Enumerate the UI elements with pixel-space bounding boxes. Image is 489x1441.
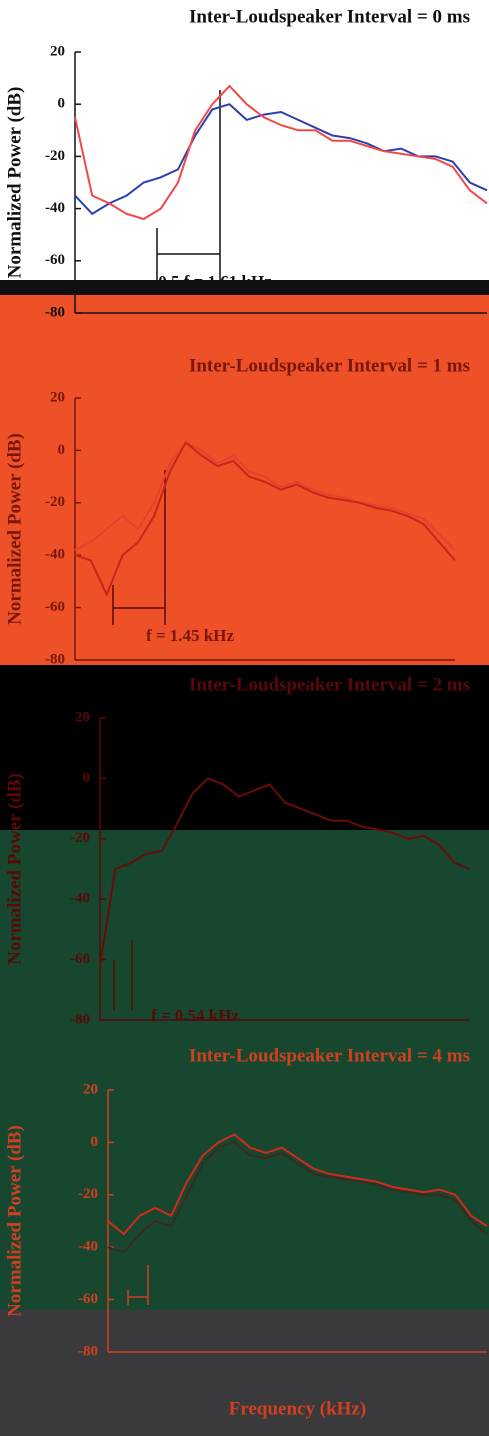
y-tick-label: -60 bbox=[45, 599, 65, 615]
y-tick-label: -40 bbox=[45, 547, 65, 563]
y-tick-label: 0 bbox=[58, 442, 66, 458]
bracket bbox=[113, 940, 133, 1010]
y-tick-label: -60 bbox=[45, 252, 65, 268]
panel-background bbox=[0, 0, 489, 290]
bracket bbox=[156, 90, 221, 280]
y-axis-label: Normalized Power (dB) bbox=[4, 433, 25, 625]
y-tick-label: -40 bbox=[45, 200, 65, 216]
y-tick-label: -20 bbox=[45, 148, 65, 164]
y-tick-label: -80 bbox=[70, 1011, 90, 1027]
x-axis-label: Frequency (kHz) bbox=[229, 1398, 366, 1419]
y-tick-label: -20 bbox=[45, 494, 65, 510]
chart-title: Inter-Loudspeaker Interval = 0 ms bbox=[189, 6, 470, 27]
y-tick-label: -20 bbox=[78, 1186, 98, 1202]
data-line bbox=[107, 1133, 488, 1236]
panel-background bbox=[0, 665, 489, 830]
y-tick-label: 0 bbox=[91, 1134, 99, 1150]
y-tick-label: -80 bbox=[78, 1343, 98, 1359]
data-line bbox=[107, 1141, 488, 1254]
y-tick-label: -60 bbox=[78, 1291, 98, 1307]
y-axis-label: Normalized Power (dB) bbox=[4, 773, 25, 965]
chart-title: Inter-Loudspeaker Interval = 2 ms bbox=[189, 674, 470, 695]
y-tick-label: -80 bbox=[45, 304, 65, 320]
y-tick-label: -40 bbox=[78, 1239, 98, 1255]
data-line bbox=[99, 777, 471, 966]
y-tick-label: 20 bbox=[50, 43, 65, 59]
chart-title: Inter-Loudspeaker Interval = 1 ms bbox=[189, 355, 470, 376]
data-line bbox=[74, 84, 488, 221]
y-tick-label: 0 bbox=[83, 770, 91, 786]
annotation: f = 1.45 kHz bbox=[146, 626, 235, 645]
panel-background bbox=[0, 1310, 489, 1436]
panel-background bbox=[0, 295, 489, 665]
y-tick-label: -40 bbox=[70, 891, 90, 907]
annotation: f = 0.54 kHz bbox=[151, 1006, 240, 1025]
y-tick-label: -60 bbox=[70, 951, 90, 967]
bracket bbox=[112, 470, 166, 625]
y-tick-label: -20 bbox=[70, 830, 90, 846]
annotation: 0.5 f = 1.61 kHz bbox=[158, 272, 272, 291]
y-tick-label: 20 bbox=[83, 1081, 98, 1097]
chart-title: Inter-Loudspeaker Interval = 4 ms bbox=[189, 1045, 470, 1066]
bracket bbox=[127, 1265, 149, 1305]
y-axis-label: Normalized Power (dB) bbox=[4, 87, 25, 279]
data-line bbox=[74, 441, 456, 551]
panel-background bbox=[0, 280, 489, 295]
y-tick-label: 0 bbox=[58, 96, 66, 112]
y-tick-label: 20 bbox=[75, 709, 90, 725]
panel-background bbox=[0, 830, 489, 1310]
data-line bbox=[74, 440, 456, 598]
y-axis-label: Normalized Power (dB) bbox=[4, 1125, 25, 1317]
y-tick-label: 20 bbox=[50, 389, 65, 405]
y-tick-label: -80 bbox=[45, 651, 65, 667]
